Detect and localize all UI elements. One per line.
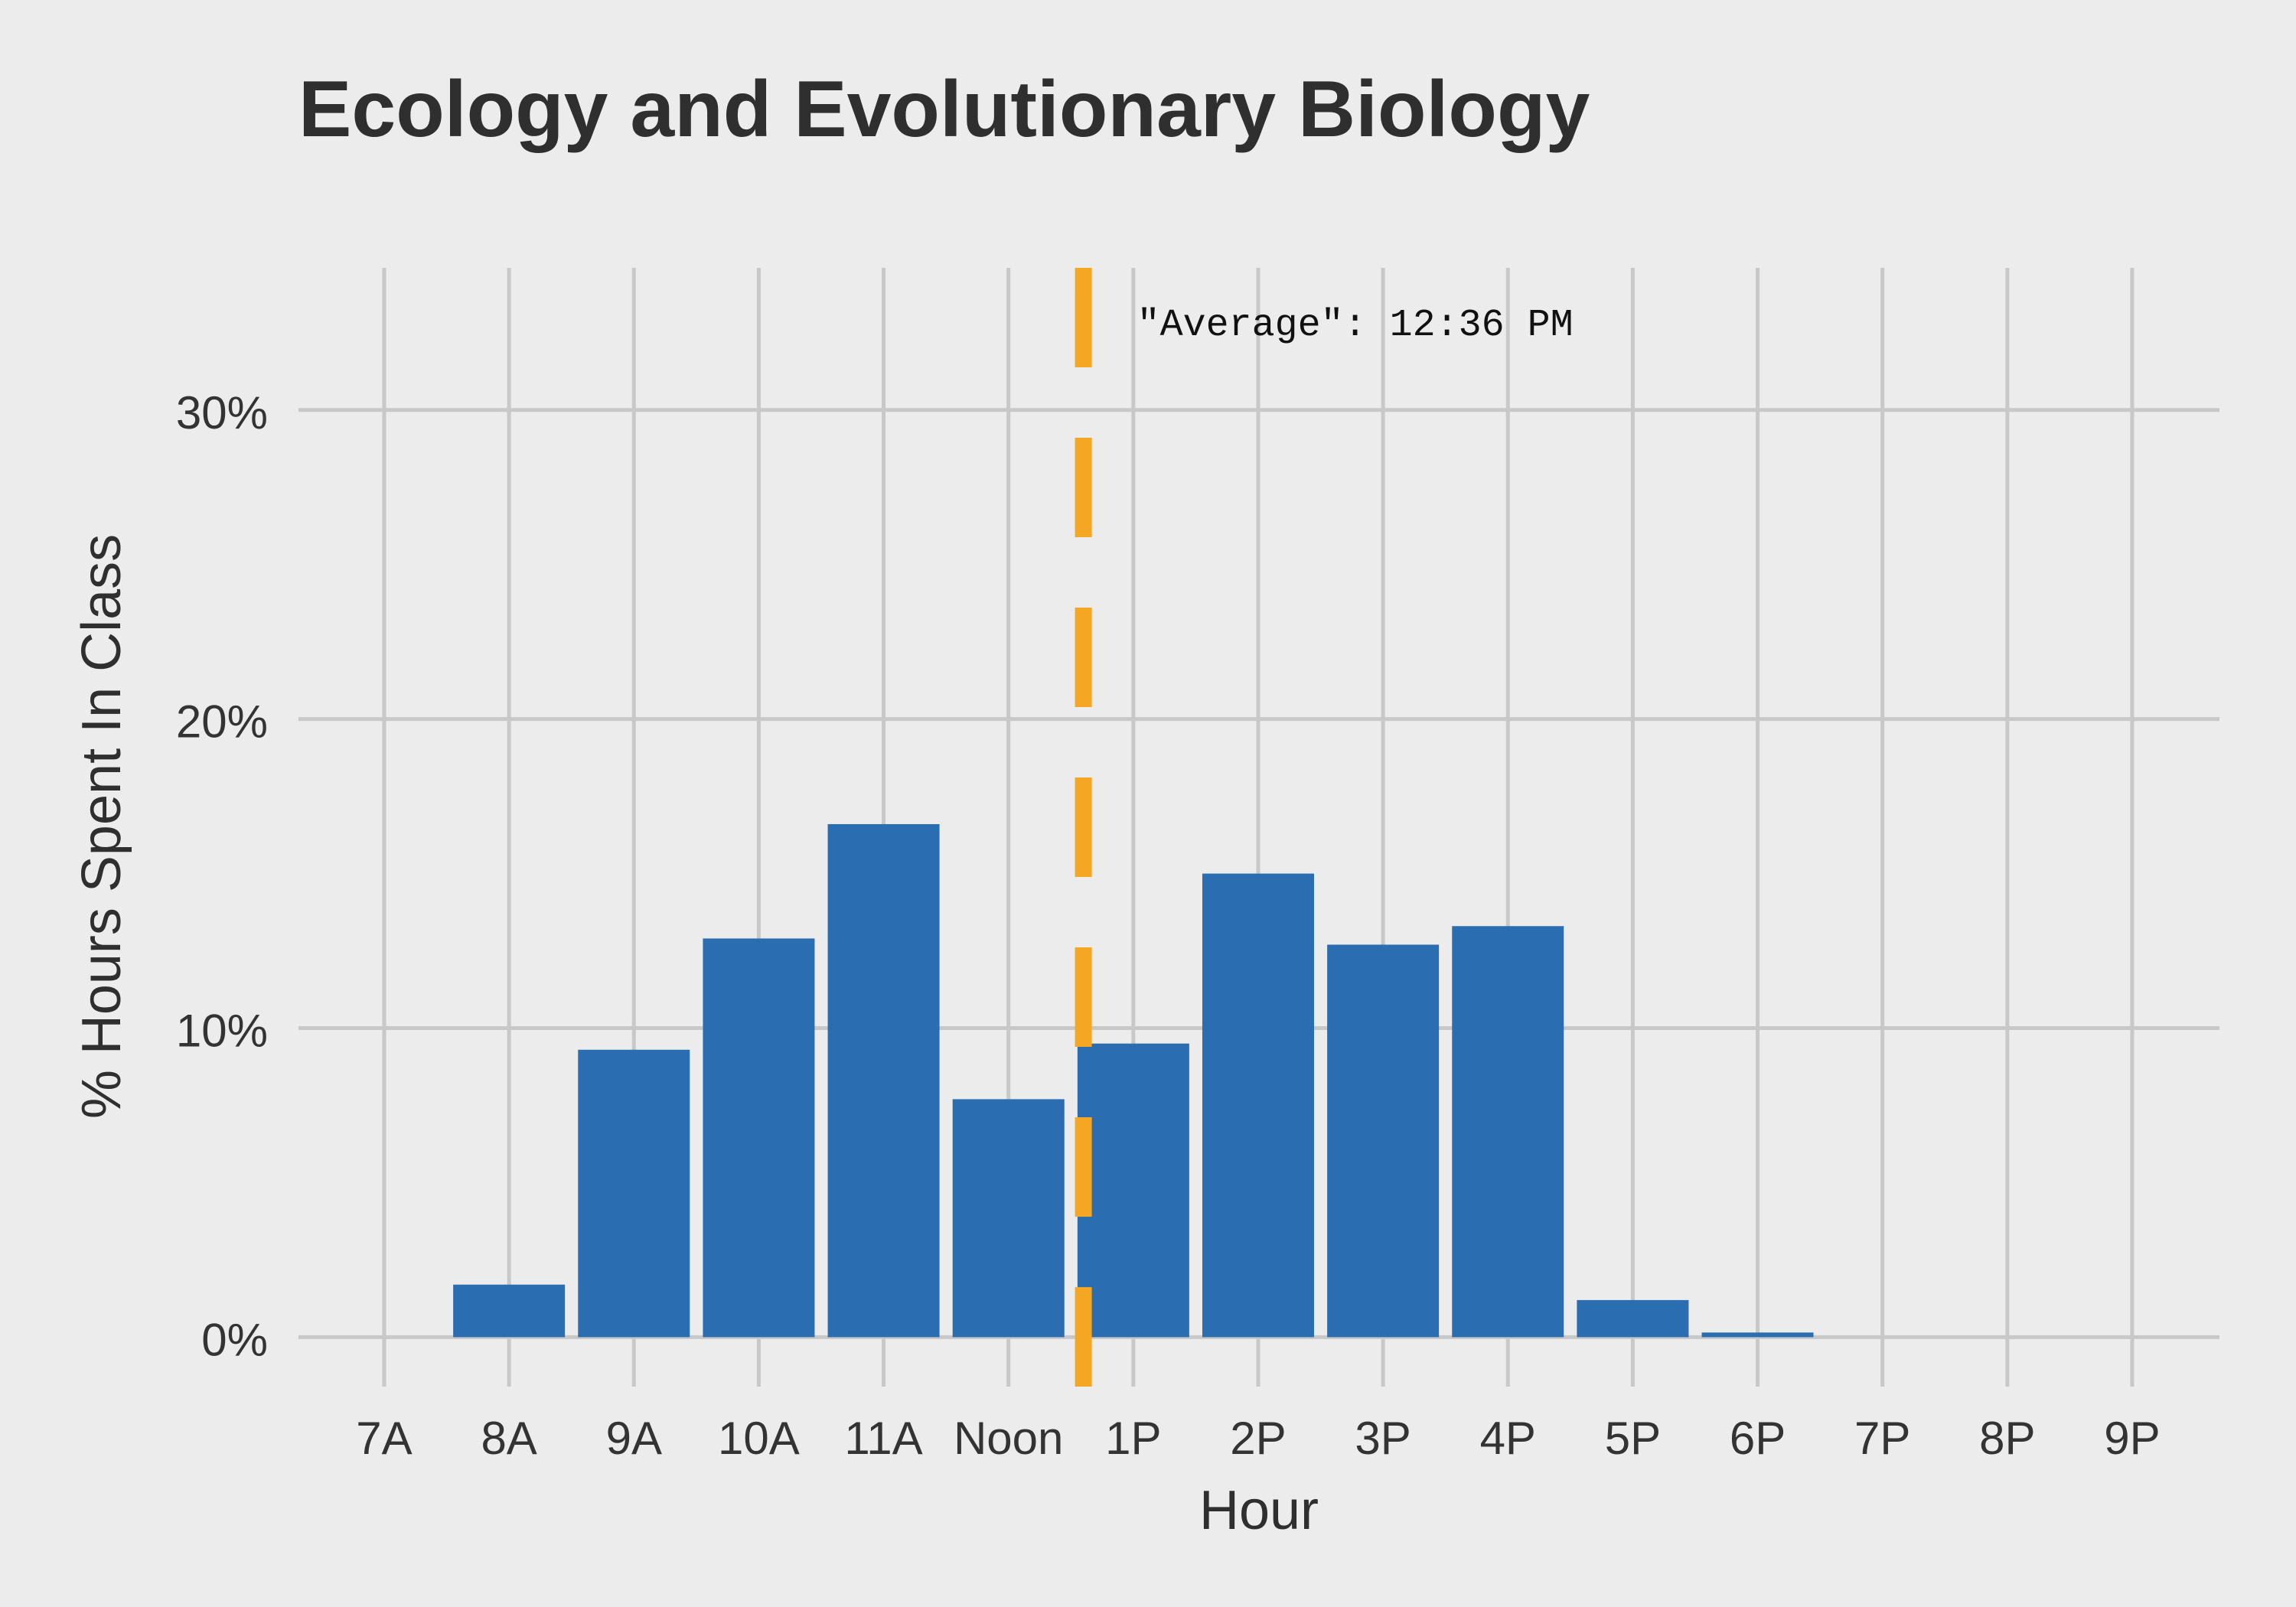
x-tick-label: 5P — [1605, 1413, 1661, 1464]
x-tick-label: 7A — [356, 1413, 412, 1464]
average-layer: "Average": 12:36 PM — [1075, 268, 1574, 1394]
x-tick-label: 8A — [481, 1413, 536, 1464]
bar — [1327, 944, 1440, 1338]
x-axis-title: Hour — [1199, 1480, 1319, 1541]
x-tick-label: 9A — [606, 1413, 662, 1464]
x-tick-label: 7P — [1854, 1413, 1910, 1464]
bar — [827, 823, 940, 1338]
x-tick-label: 8P — [1979, 1413, 2035, 1464]
y-tick-labels: 0% 10% 20% 30% — [176, 387, 268, 1366]
x-tick-label: 4P — [1480, 1413, 1536, 1464]
bar — [1701, 1332, 1814, 1338]
x-tick-label: 11A — [844, 1413, 922, 1464]
x-tick-label: 10A — [718, 1413, 800, 1464]
x-tick-label: 9P — [2104, 1413, 2160, 1464]
average-label: "Average": 12:36 PM — [1137, 304, 1574, 347]
x-tick-labels: 7A 8A 9A 10A 11A Noon 1P 2P 3P 4P 5P 6P 7P 8P 9P — [356, 1413, 2160, 1464]
x-tick-label: 1P — [1105, 1413, 1161, 1464]
y-tick-label: 30% — [176, 387, 268, 438]
y-tick-label: 20% — [176, 696, 268, 748]
bar — [952, 1099, 1065, 1338]
bar — [578, 1049, 690, 1338]
bar — [1077, 1043, 1189, 1338]
bars-layer — [453, 823, 1814, 1338]
x-tick-label: Noon — [954, 1413, 1063, 1464]
bar — [1452, 926, 1564, 1338]
y-axis-title: % Hours Spent In Class — [71, 534, 132, 1119]
bar — [1577, 1299, 1689, 1338]
x-tick-label: 6P — [1730, 1413, 1786, 1464]
x-tick-label: 2P — [1230, 1413, 1286, 1464]
bar — [703, 938, 815, 1338]
chart-title: Ecology and Evolutionary Biology — [298, 65, 1590, 154]
y-tick-label: 10% — [176, 1006, 268, 1057]
x-tick-label: 3P — [1355, 1413, 1411, 1464]
y-tick-label: 0% — [201, 1314, 268, 1365]
bar — [453, 1284, 566, 1338]
bar — [1202, 873, 1314, 1338]
